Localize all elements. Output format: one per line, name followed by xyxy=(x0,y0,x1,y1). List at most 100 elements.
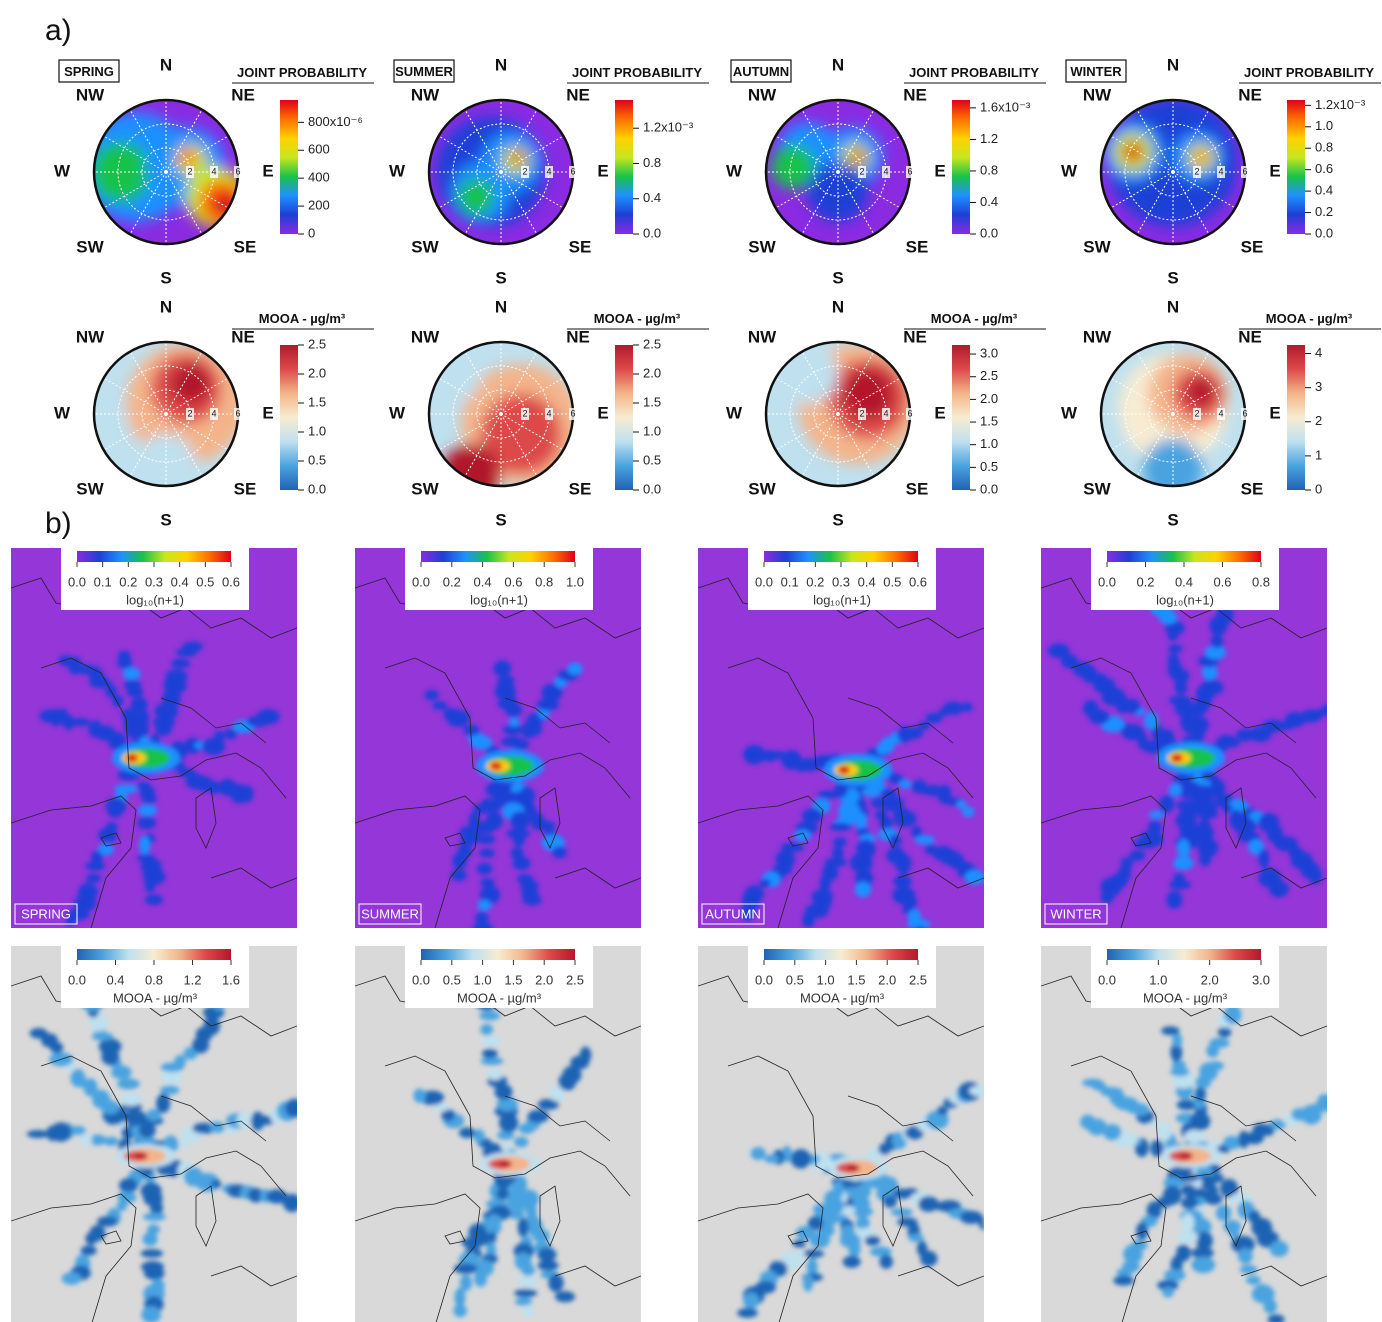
map-blob xyxy=(170,658,191,669)
compass-label: N xyxy=(160,297,172,316)
map-blob xyxy=(775,850,796,869)
map-blob xyxy=(531,820,556,831)
polar-plot: 2 4 6 N NE E SE S SW W NW WINTER JOINT PROBABILITY 0.… xyxy=(1061,55,1381,287)
colorbar-title: JOINT PROBABILITY xyxy=(1244,65,1374,80)
radial-tick-bg xyxy=(1193,166,1201,178)
radial-tick-label: 4 xyxy=(546,166,551,176)
colorbar-label: MOOA - µg/m³ xyxy=(800,990,885,1005)
map-blob xyxy=(1161,1026,1180,1036)
map-blob xyxy=(1157,1122,1172,1141)
map-blob xyxy=(514,1297,533,1306)
map-blob xyxy=(833,837,847,847)
spoke xyxy=(837,171,875,235)
map-field xyxy=(698,946,984,1322)
spoke xyxy=(837,351,875,415)
spoke xyxy=(129,171,167,235)
map-blob xyxy=(150,1199,163,1217)
map-hotspot xyxy=(135,1153,147,1159)
colorbar xyxy=(615,345,633,490)
spoke xyxy=(438,377,502,415)
colorbar-tick-label: 0.6 xyxy=(1315,161,1333,176)
map-blob xyxy=(41,1033,58,1048)
map-blob xyxy=(802,1273,814,1292)
colorbar xyxy=(952,100,970,234)
map-blob xyxy=(1176,1099,1198,1111)
compass-label: N xyxy=(832,297,844,316)
map-blob xyxy=(817,790,840,799)
map-blob xyxy=(502,724,524,735)
spoke xyxy=(801,413,839,477)
compass-label: W xyxy=(54,161,71,180)
map-blob xyxy=(893,810,917,828)
colorbar-tick-label: 0.8 xyxy=(1252,574,1270,589)
radial-tick-bg xyxy=(1217,408,1225,420)
colorbar xyxy=(952,345,970,490)
radial-tick-label: 6 xyxy=(1242,166,1247,176)
map-blob xyxy=(472,921,494,928)
compass-label: SE xyxy=(234,479,257,498)
colorbar-tick-label: 1.2x10⁻³ xyxy=(1315,97,1366,112)
radial-tick-label: 2 xyxy=(522,408,527,418)
colorbar-title: JOINT PROBABILITY xyxy=(572,65,702,80)
radial-tick-label: 4 xyxy=(883,166,888,176)
map-blob xyxy=(1195,1086,1206,1101)
field-blob xyxy=(511,151,525,165)
map-blob xyxy=(1123,1244,1143,1264)
colorbar xyxy=(280,100,298,234)
map-hotspot xyxy=(847,1165,859,1171)
map-blob xyxy=(174,1054,186,1068)
map-blob xyxy=(567,662,583,676)
map-blob xyxy=(511,739,530,750)
compass-label: S xyxy=(832,510,843,529)
map-blob xyxy=(97,843,114,856)
map-blob xyxy=(1164,1269,1186,1282)
colorbar-tick-label: 0.5 xyxy=(308,452,326,467)
spoke xyxy=(103,135,167,173)
map-panel: 0.0 0.4 0.8 1.2 1.6 MOOA - µg/m³ xyxy=(11,946,297,1322)
map-blob xyxy=(829,822,852,832)
season-label: SPRING xyxy=(64,64,114,79)
map-blob xyxy=(1177,1230,1199,1245)
map-blob xyxy=(497,1130,515,1140)
radial-tick-bg xyxy=(1193,408,1201,420)
map-blob xyxy=(284,1098,297,1118)
compass-label: SE xyxy=(1241,479,1264,498)
map-blob xyxy=(103,1136,119,1146)
map-blob xyxy=(1195,1231,1213,1250)
colorbar xyxy=(1287,345,1305,490)
map-blob xyxy=(1080,1114,1096,1130)
colorbar-tick-label: 600 xyxy=(308,142,330,157)
spoke xyxy=(1172,109,1210,173)
colorbar-tick-label: 1.2 xyxy=(183,972,201,987)
radial-tick-bg xyxy=(1241,408,1249,420)
radial-tick-bg xyxy=(569,408,577,420)
map-blob xyxy=(480,1056,504,1066)
map-blob xyxy=(522,719,543,737)
map-blob xyxy=(147,1224,160,1235)
map-blob xyxy=(1172,856,1194,870)
map-blob xyxy=(1146,1201,1162,1220)
polar-plot: 2 4 6 N NE E SE S SW W NW MOOA - µg/m³ 0.0 0.5 1.0 1.5 2… xyxy=(726,297,1046,529)
compass-label: W xyxy=(389,161,406,180)
map-blob xyxy=(1217,1026,1232,1038)
radial-tick-label: 6 xyxy=(235,408,240,418)
map-blob xyxy=(514,1288,538,1298)
colorbar-tick-label: 3.0 xyxy=(980,346,998,361)
map-blob xyxy=(956,800,967,809)
map-blobs xyxy=(413,971,592,1318)
colorbar-tick-label: 2.0 xyxy=(1201,972,1219,987)
spoke xyxy=(129,413,167,477)
colorbar-tick-label: 0.2 xyxy=(119,574,137,589)
compass-label: SE xyxy=(1241,237,1264,256)
compass-label: SW xyxy=(76,237,104,256)
compass-label: E xyxy=(262,403,273,422)
spoke xyxy=(165,109,203,173)
map-blob xyxy=(130,696,148,713)
radial-tick-label: 4 xyxy=(1218,166,1223,176)
colorbar-tick-label: 0.4 xyxy=(474,574,492,589)
spoke xyxy=(1172,171,1210,235)
colorbar-tick-label: 2 xyxy=(1315,413,1322,428)
map-blob xyxy=(856,1215,870,1231)
map-blob xyxy=(937,1106,949,1116)
map-blob xyxy=(1167,653,1180,669)
